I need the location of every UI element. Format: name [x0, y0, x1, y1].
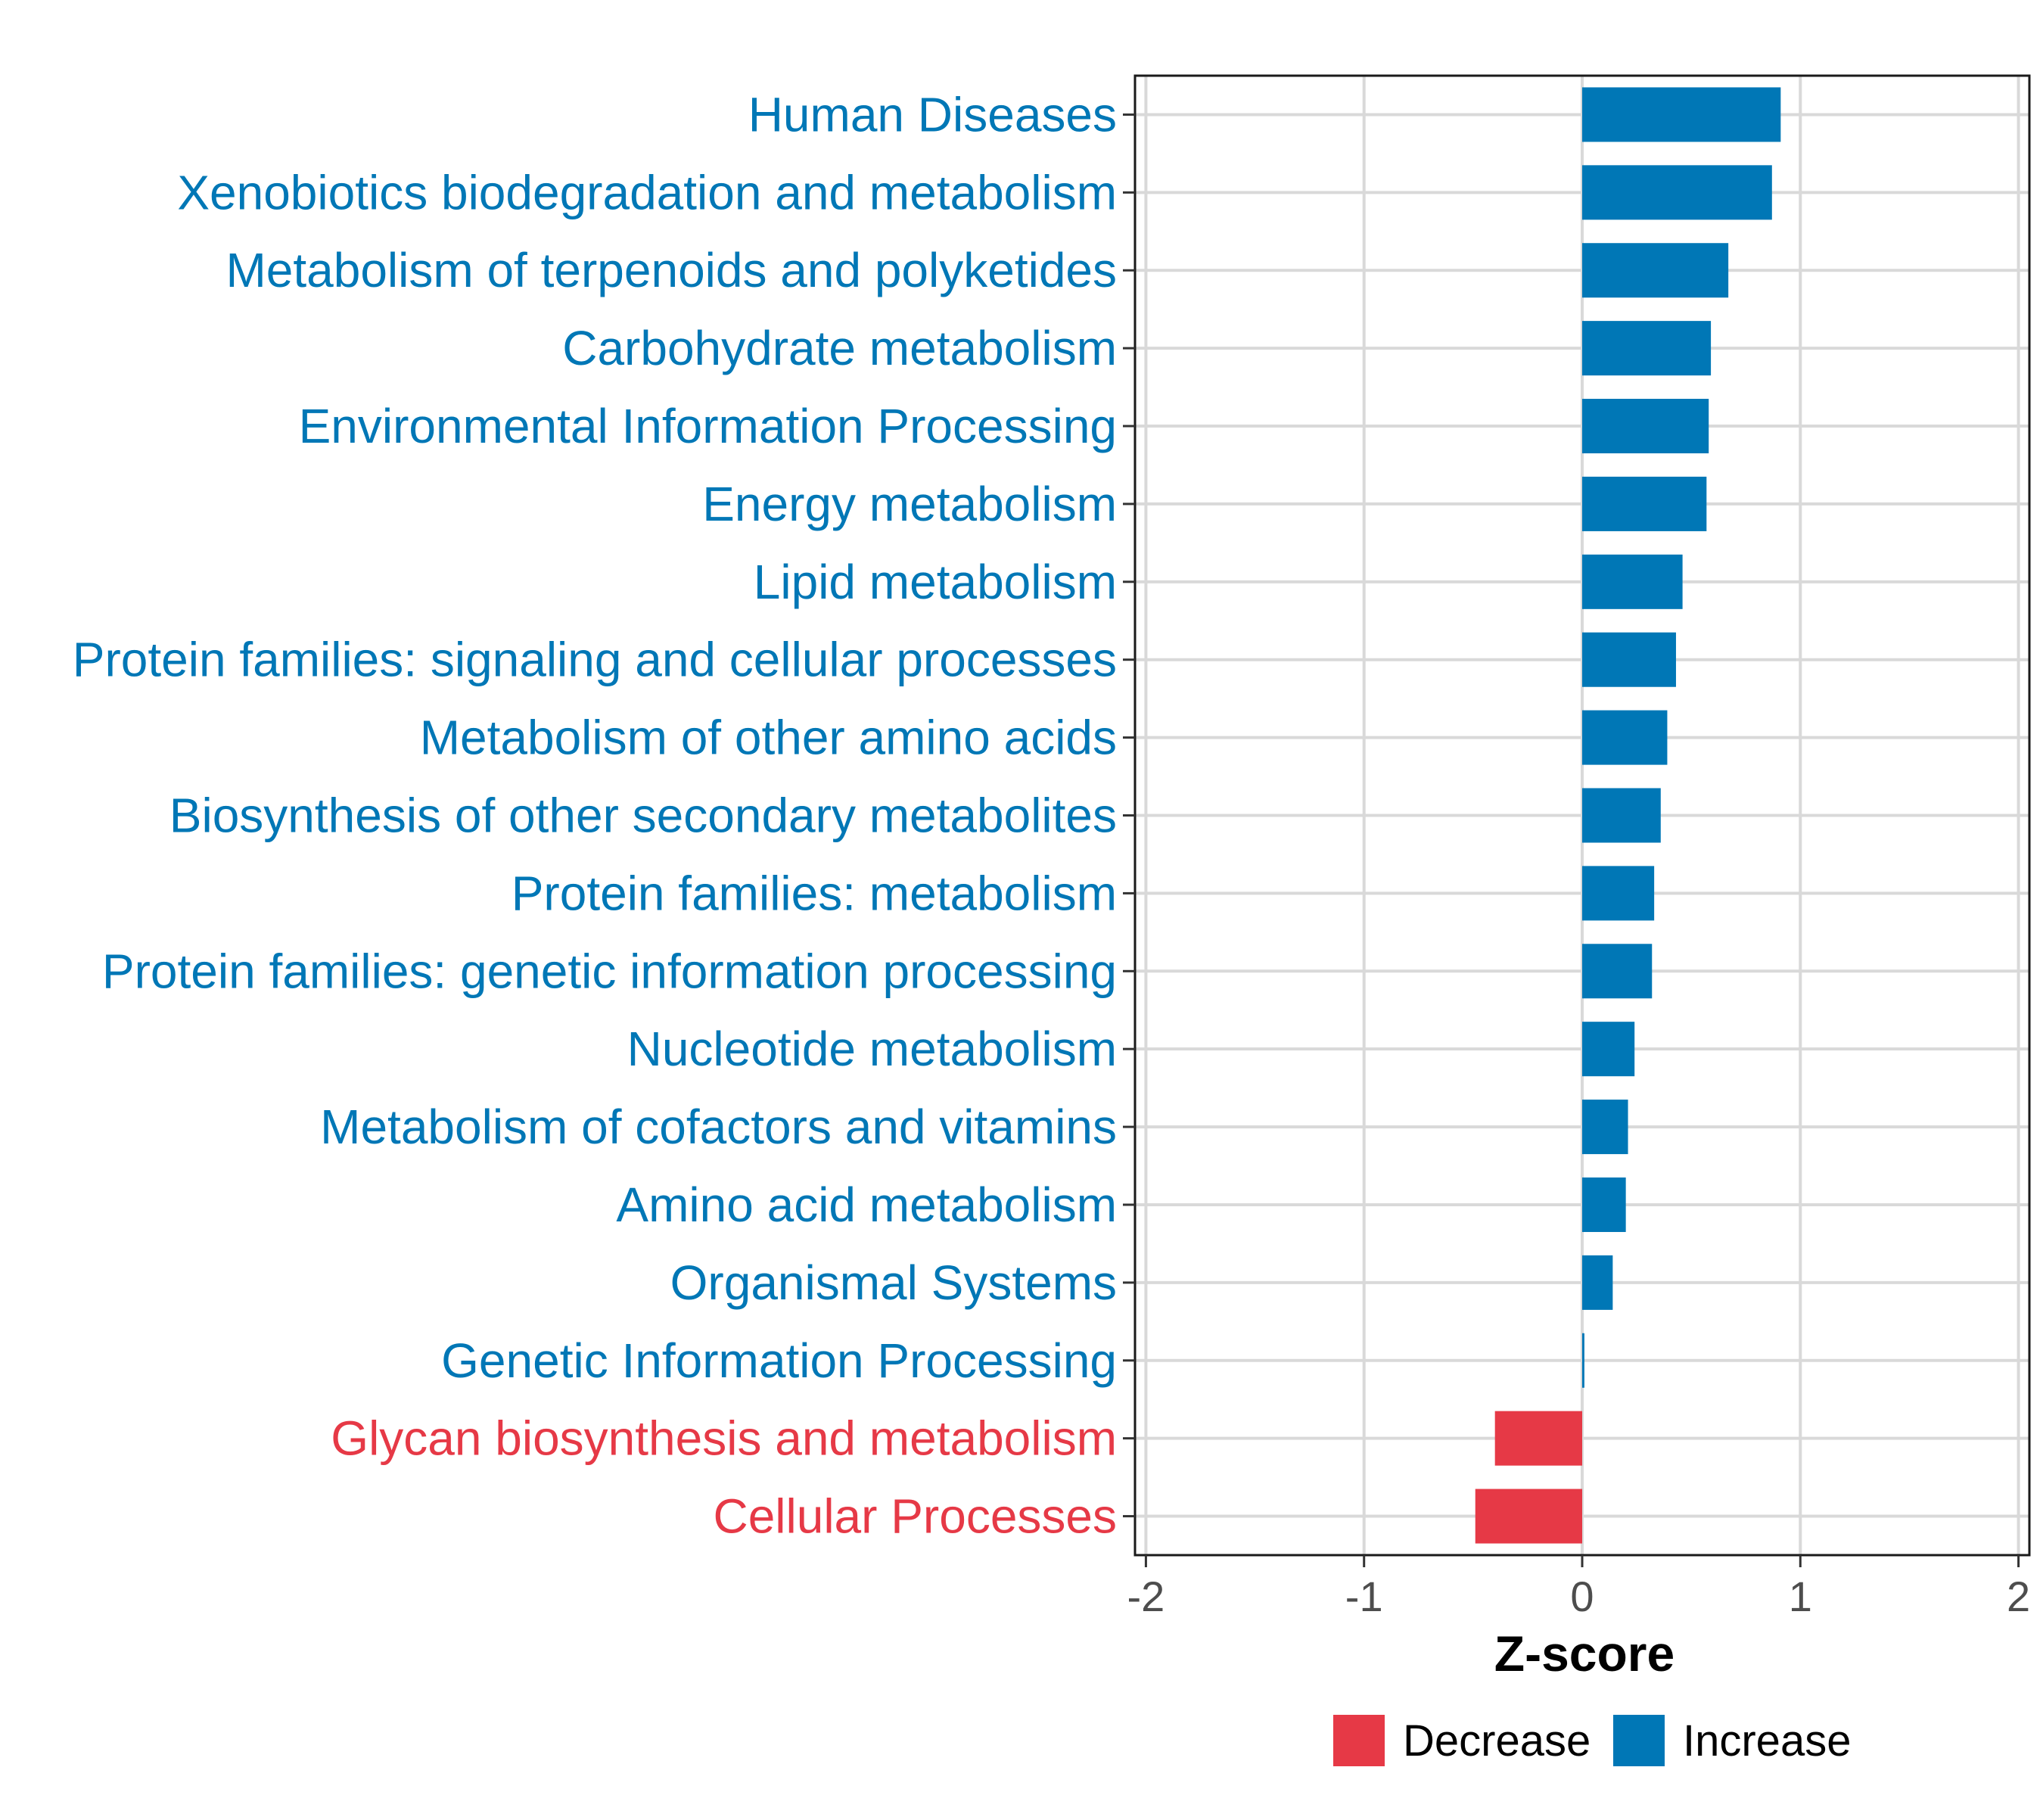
bar-10: [1582, 788, 1661, 843]
category-label: Metabolism of terpenoids and polyketides: [225, 243, 1117, 297]
bar-2: [1582, 165, 1772, 220]
bar-layer: [1475, 87, 1781, 1544]
axis-layer: -2 -1 0 1 2: [1123, 74, 2031, 1620]
x-tick-label: -2: [1127, 1573, 1165, 1620]
category-label: Xenobiotics biodegradation and metabolis…: [177, 165, 1117, 219]
category-label: Environmental Information Processing: [299, 399, 1117, 453]
bar-13: [1582, 1022, 1635, 1077]
category-labels: Human Diseases Xenobiotics biodegradation…: [73, 87, 1117, 1543]
x-tick-label: 2: [2007, 1573, 2030, 1620]
bar-15: [1582, 1177, 1626, 1232]
legend: Decrease Increase: [1333, 1715, 1851, 1766]
category-label: Glycan biosynthesis and metabolism: [331, 1411, 1117, 1466]
category-label: Protein families: genetic information pr…: [102, 944, 1117, 998]
category-label: Amino acid metabolism: [616, 1178, 1117, 1232]
category-label: Cellular Processes: [713, 1489, 1117, 1544]
bar-4: [1582, 321, 1712, 376]
bar-16: [1582, 1255, 1613, 1310]
category-label: Nucleotide metabolism: [627, 1022, 1117, 1076]
bar-18: [1494, 1411, 1582, 1466]
category-label: Protein families: signaling and cellular…: [73, 633, 1117, 687]
category-label: Metabolism of other amino acids: [420, 711, 1117, 765]
bar-11: [1582, 866, 1655, 921]
x-tick-label: -1: [1345, 1573, 1383, 1620]
legend-label-increase: Increase: [1683, 1716, 1851, 1766]
bar-8: [1582, 632, 1676, 687]
bar-3: [1582, 243, 1729, 298]
category-label: Energy metabolism: [702, 477, 1117, 531]
bar-9: [1582, 710, 1668, 765]
bar-12: [1582, 944, 1653, 999]
x-tick-label: 0: [1570, 1573, 1594, 1620]
category-label: Genetic Information Processing: [441, 1333, 1117, 1388]
legend-label-decrease: Decrease: [1403, 1716, 1591, 1766]
bar-5: [1582, 399, 1709, 454]
bar-17: [1582, 1333, 1584, 1388]
x-tick-label: 1: [1789, 1573, 1812, 1620]
category-label: Organismal Systems: [670, 1255, 1117, 1310]
legend-swatch-decrease: [1333, 1715, 1385, 1766]
legend-swatch-increase: [1613, 1715, 1665, 1766]
bar-14: [1582, 1100, 1628, 1155]
category-label: Carbohydrate metabolism: [562, 321, 1117, 375]
category-label: Biosynthesis of other secondary metaboli…: [169, 789, 1117, 843]
category-label: Human Diseases: [748, 87, 1117, 142]
bar-6: [1582, 476, 1707, 531]
category-label: Metabolism of cofactors and vitamins: [320, 1100, 1117, 1154]
category-label: Lipid metabolism: [754, 555, 1117, 609]
bar-7: [1582, 554, 1683, 609]
bar-1: [1582, 87, 1781, 142]
category-label: Protein families: metabolism: [512, 866, 1117, 920]
x-axis-title: Z-score: [1494, 1626, 1675, 1682]
bar-19: [1475, 1489, 1582, 1544]
